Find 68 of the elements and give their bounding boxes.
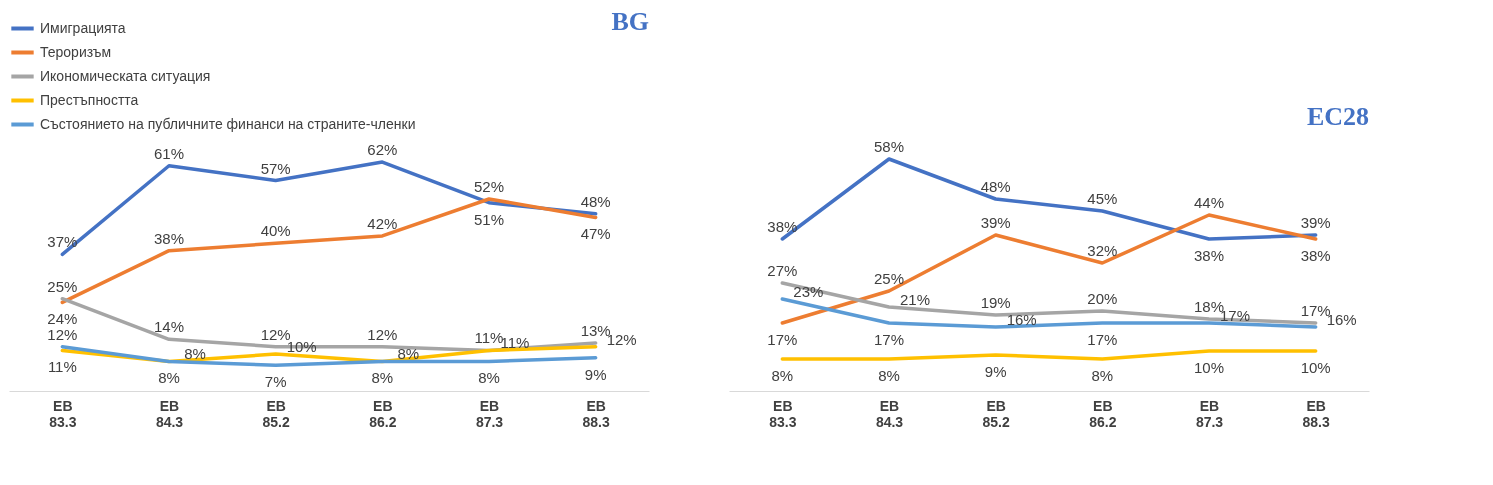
chart-title: EC28 bbox=[1306, 102, 1369, 131]
data-label: 48% bbox=[980, 178, 1011, 195]
x-tick-label: EB 87.3 bbox=[1195, 397, 1224, 430]
data-label: 17% bbox=[1087, 331, 1118, 348]
data-label: 10% bbox=[1193, 359, 1225, 376]
data-label: 32% bbox=[1087, 242, 1118, 259]
x-tick-label: EB 87.3 bbox=[475, 397, 504, 430]
data-label: 11% bbox=[47, 358, 77, 376]
data-label: 12% bbox=[47, 325, 78, 343]
x-tick-label: EB 86.2 bbox=[369, 397, 397, 430]
x-tick-label: EB 84.3 bbox=[875, 397, 904, 430]
data-label: 19% bbox=[980, 294, 1011, 311]
data-label: 8% bbox=[478, 369, 500, 387]
data-label: 20% bbox=[1087, 290, 1118, 307]
data-label: 47% bbox=[580, 225, 611, 243]
data-label: 42% bbox=[367, 214, 398, 232]
data-label: 25% bbox=[47, 277, 78, 295]
data-label: 8% bbox=[1091, 367, 1114, 384]
legend-label: Икономическата ситуация bbox=[40, 67, 211, 84]
data-label: 23% bbox=[793, 283, 824, 300]
data-label: 39% bbox=[1300, 214, 1331, 231]
data-label: 12% bbox=[260, 325, 291, 343]
data-label: 45% bbox=[1087, 190, 1118, 207]
data-label: 27% bbox=[767, 262, 798, 279]
data-label: 9% bbox=[984, 363, 1007, 380]
x-tick-label: EB 84.3 bbox=[155, 397, 184, 430]
data-label: 21% bbox=[899, 291, 931, 308]
x-tick-label: EB 83.3 bbox=[769, 397, 797, 430]
data-label: 52% bbox=[473, 178, 505, 195]
data-label: 17% bbox=[873, 331, 905, 348]
chart-title: BG bbox=[611, 7, 649, 36]
legend-label: Престъпността bbox=[40, 91, 139, 108]
data-label: 38% bbox=[153, 229, 185, 247]
data-label: 51% bbox=[473, 210, 505, 228]
data-label: 12% bbox=[367, 325, 398, 343]
data-label: 14% bbox=[153, 318, 185, 336]
data-label: 8% bbox=[158, 369, 180, 387]
x-tick-label: EB 85.2 bbox=[262, 397, 290, 430]
x-tick-label: EB 85.2 bbox=[982, 397, 1010, 430]
data-label: 44% bbox=[1193, 194, 1225, 211]
data-label: 24% bbox=[47, 310, 78, 328]
data-label: 9% bbox=[584, 365, 607, 383]
x-tick-label: EB 83.3 bbox=[49, 397, 77, 430]
x-tick-label: EB 88.3 bbox=[582, 397, 610, 430]
data-label: 7% bbox=[264, 373, 287, 391]
data-label: 25% bbox=[873, 270, 905, 287]
x-tick-label: EB 88.3 bbox=[1302, 397, 1330, 430]
data-label: 39% bbox=[980, 214, 1011, 231]
data-label: 8% bbox=[371, 369, 394, 387]
legend-label: Тероризъм bbox=[40, 43, 112, 60]
data-label: 48% bbox=[580, 192, 611, 210]
data-label: 61% bbox=[153, 144, 185, 162]
data-label: 38% bbox=[1193, 247, 1225, 264]
data-label: 8% bbox=[771, 367, 794, 384]
data-label: 16% bbox=[1006, 311, 1037, 328]
x-tick-label: EB 86.2 bbox=[1089, 397, 1117, 430]
data-label: 10% bbox=[1300, 359, 1331, 376]
legend-label: Имиграцията bbox=[40, 19, 126, 36]
data-label: 37% bbox=[47, 233, 78, 251]
data-label: 17% bbox=[767, 331, 798, 348]
data-label: 8% bbox=[878, 367, 900, 384]
data-label: 38% bbox=[1300, 247, 1331, 264]
data-label: 40% bbox=[260, 222, 291, 240]
data-label: 57% bbox=[260, 159, 291, 177]
data-label: 38% bbox=[767, 218, 798, 235]
data-label: 58% bbox=[873, 138, 905, 155]
data-label: 62% bbox=[367, 141, 398, 159]
legend-label: Състоянието на публичните финанси на страните-членки bbox=[40, 115, 416, 132]
